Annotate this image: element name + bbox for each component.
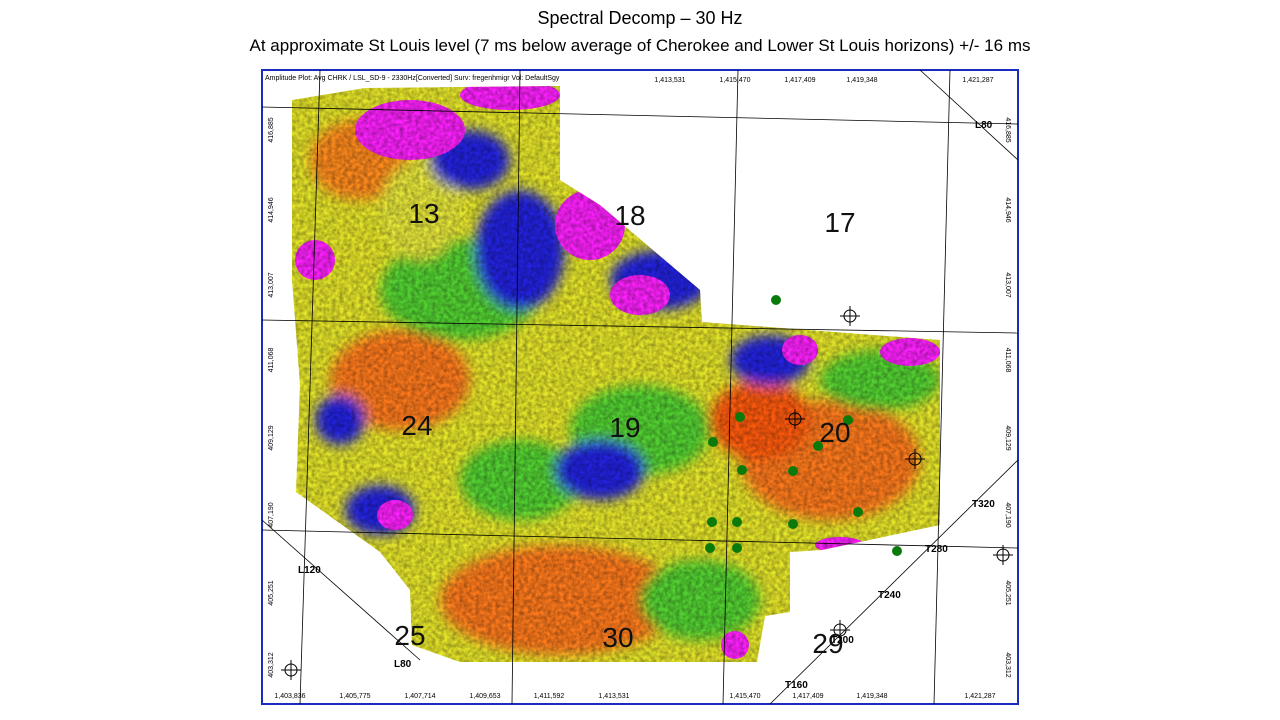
slide-subtitle: At approximate St Louis level (7 ms belo… <box>249 36 1031 55</box>
x-tick-label: 1,409,653 <box>469 693 500 700</box>
y-tick-label: 407,190 <box>268 502 275 527</box>
x-tick-label: 1,407,714 <box>404 693 435 700</box>
y-tick-label: 405,251 <box>1004 580 1011 605</box>
x-tick-label: 1,417,409 <box>784 77 815 84</box>
wells <box>705 295 902 556</box>
section-number: 30 <box>602 622 633 653</box>
line-label: L120 <box>298 565 321 576</box>
line-label: T200 <box>831 635 854 646</box>
x-tick-label: 1,413,531 <box>598 693 629 700</box>
section-number: 17 <box>824 207 855 238</box>
x-tick-label: 1,417,409 <box>792 693 823 700</box>
x-tick-label: 1,419,348 <box>856 693 887 700</box>
x-tick-label: 1,405,775 <box>339 693 370 700</box>
x-tick-label: 1,421,287 <box>962 77 993 84</box>
y-tick-label: 414,946 <box>1004 197 1011 222</box>
y-tick-label: 411,068 <box>268 348 275 373</box>
x-tick-label: 1,413,531 <box>654 77 685 84</box>
slide-title: Spectral Decomp – 30 Hz <box>537 8 743 28</box>
y-tick-label: 403,312 <box>1004 652 1011 677</box>
section-number: 19 <box>609 412 640 443</box>
y-tick-label: 411,068 <box>1004 348 1011 373</box>
y-tick-label: 403,312 <box>268 652 275 677</box>
well-symbols <box>281 306 1013 680</box>
section-number: 18 <box>614 200 645 231</box>
line-label: T320 <box>972 499 995 510</box>
x-tick-label: 1,403,836 <box>274 693 305 700</box>
line-label: T160 <box>785 680 808 691</box>
x-tick-label: 1,421,287 <box>964 693 995 700</box>
y-tick-label: 416,885 <box>1004 117 1011 142</box>
y-tick-label: 405,251 <box>268 580 275 605</box>
y-tick-label: 416,885 <box>268 117 275 142</box>
x-tick-label: 1,415,470 <box>719 77 750 84</box>
section-number: 25 <box>394 620 425 651</box>
y-tick-label: 413,007 <box>268 272 275 297</box>
map-caption: Amplitude Plot: Avg CHRK / LSL_SD-9 - 23… <box>265 75 560 82</box>
line-label: T280 <box>925 544 948 555</box>
section-number: 29 <box>812 628 843 659</box>
y-tick-label: 409,129 <box>268 425 275 450</box>
grid-lines <box>261 69 1019 705</box>
line-label: L80 <box>975 120 993 131</box>
y-tick-label: 413,007 <box>1004 272 1011 297</box>
section-number: 24 <box>401 410 432 441</box>
line-label: T240 <box>878 590 901 601</box>
x-tick-label: 1,411,592 <box>534 693 565 700</box>
y-tick-label: 409,129 <box>1004 425 1011 450</box>
y-tick-label: 407,190 <box>1004 502 1011 527</box>
line-label: L80 <box>394 659 412 670</box>
section-number: 20 <box>819 417 850 448</box>
x-tick-label: 1,415,470 <box>729 693 760 700</box>
y-tick-label: 414,946 <box>268 197 275 222</box>
x-tick-label: 1,419,348 <box>846 77 877 84</box>
section-number: 13 <box>408 198 439 229</box>
